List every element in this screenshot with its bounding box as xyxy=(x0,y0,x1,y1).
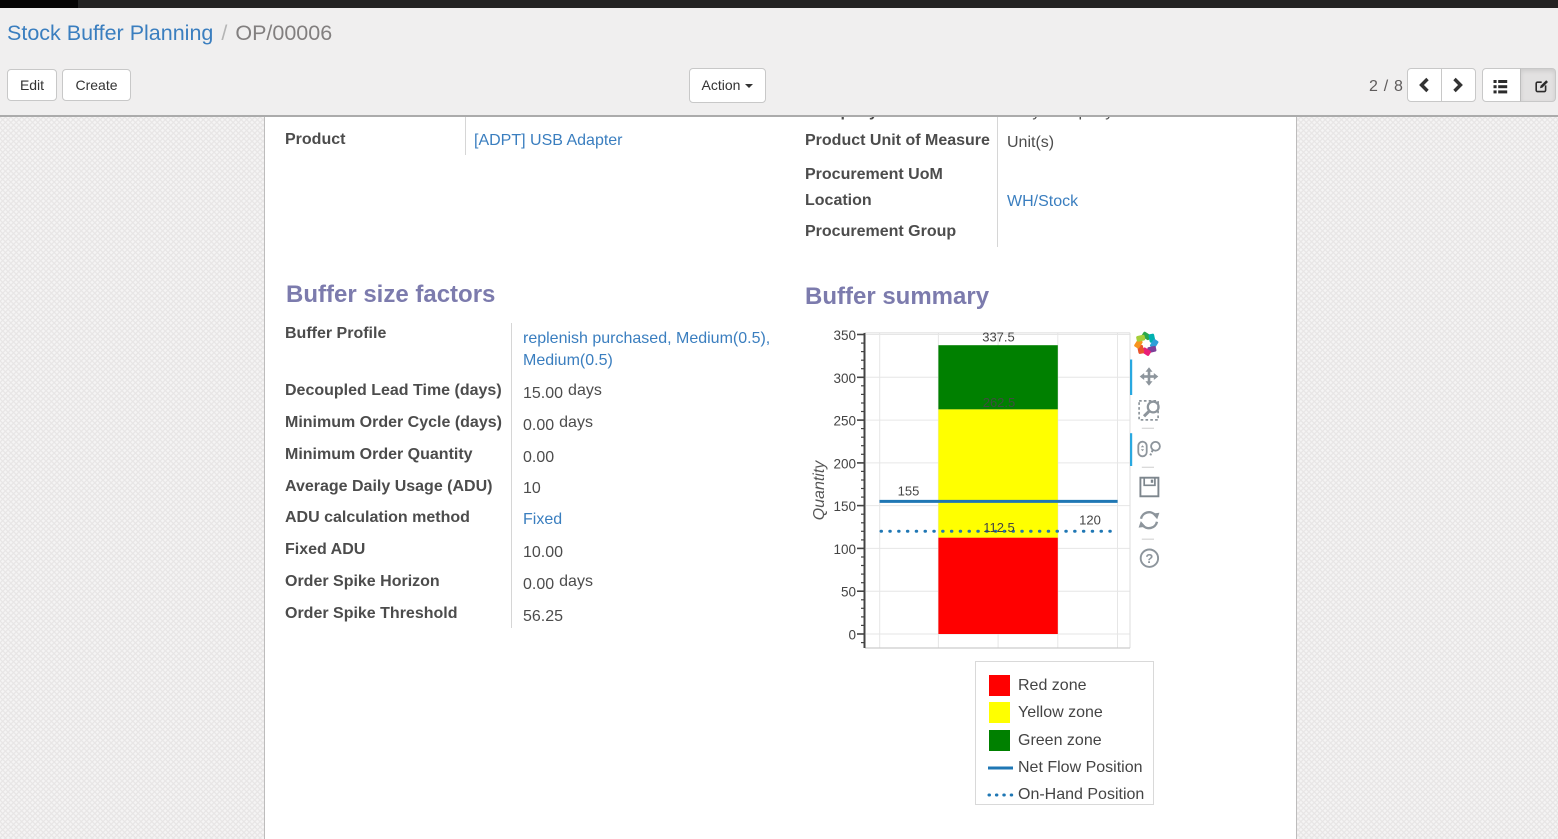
svg-text:155: 155 xyxy=(898,483,920,498)
svg-text:150: 150 xyxy=(833,499,856,514)
svg-text:262.5: 262.5 xyxy=(983,395,1016,410)
svg-text:337.5: 337.5 xyxy=(982,330,1015,345)
svg-text:Quantity: Quantity xyxy=(811,460,828,521)
svg-text:?: ? xyxy=(1145,551,1153,566)
svg-text:112.5: 112.5 xyxy=(983,520,1015,535)
svg-text:350: 350 xyxy=(833,328,856,343)
svg-text:50: 50 xyxy=(841,585,856,600)
svg-text:120: 120 xyxy=(1079,512,1101,527)
svg-text:300: 300 xyxy=(833,371,856,386)
svg-text:100: 100 xyxy=(833,542,856,557)
svg-text:0: 0 xyxy=(848,628,856,643)
svg-text:200: 200 xyxy=(833,456,856,471)
svg-text:250: 250 xyxy=(833,414,856,429)
